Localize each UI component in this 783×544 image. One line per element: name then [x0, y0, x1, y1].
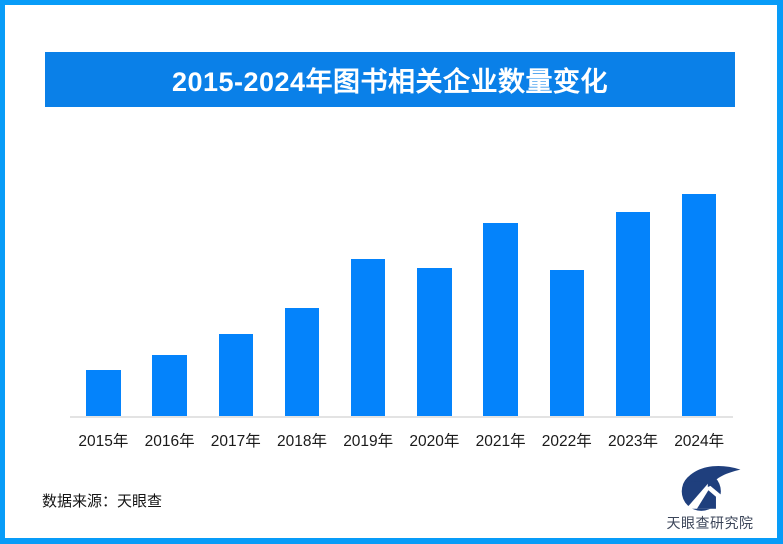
bar-2016年	[152, 355, 187, 417]
bar-2018年	[284, 308, 320, 417]
chart-title-banner: 2015-2024年图书相关企业数量变化	[45, 52, 735, 107]
tianyancha-eye-icon	[681, 466, 741, 511]
x-axis-label: 2018年	[277, 433, 327, 450]
bar-2023年	[615, 212, 651, 417]
tianyancha-logo-text: 天眼查研究院	[666, 515, 754, 531]
x-axis-label: 2023年	[608, 433, 658, 450]
x-axis-label: 2016年	[144, 433, 195, 450]
x-axis-labels: 2015年 2016年 2017年 2018年 2019年 2020年 2021年 2022年…	[70, 429, 734, 451]
x-axis-label: 2020年	[409, 433, 460, 450]
data-source-label: 数据来源：天眼查	[42, 493, 163, 510]
bar-2021年	[483, 223, 518, 417]
bar-2015年	[86, 370, 121, 417]
x-axis-label: 2021年	[475, 433, 526, 450]
chart-title: 2015-2024年图书相关企业数量变化	[171, 67, 609, 97]
plot-area	[70, 194, 734, 417]
x-axis-label: 2015年	[78, 433, 129, 450]
bar-2022年	[549, 270, 585, 417]
bar-2019年	[350, 259, 386, 417]
bar-2020年	[417, 268, 452, 417]
tianyancha-logo: 天眼查研究院	[650, 462, 770, 533]
x-axis-label: 2024年	[674, 433, 725, 450]
x-axis-label: 2019年	[343, 433, 394, 450]
x-axis-label: 2017年	[210, 433, 261, 450]
bar-2017年	[218, 334, 254, 417]
x-axis-line	[70, 416, 733, 418]
x-axis-label: 2022年	[541, 433, 592, 450]
bar-2024年	[681, 194, 717, 417]
